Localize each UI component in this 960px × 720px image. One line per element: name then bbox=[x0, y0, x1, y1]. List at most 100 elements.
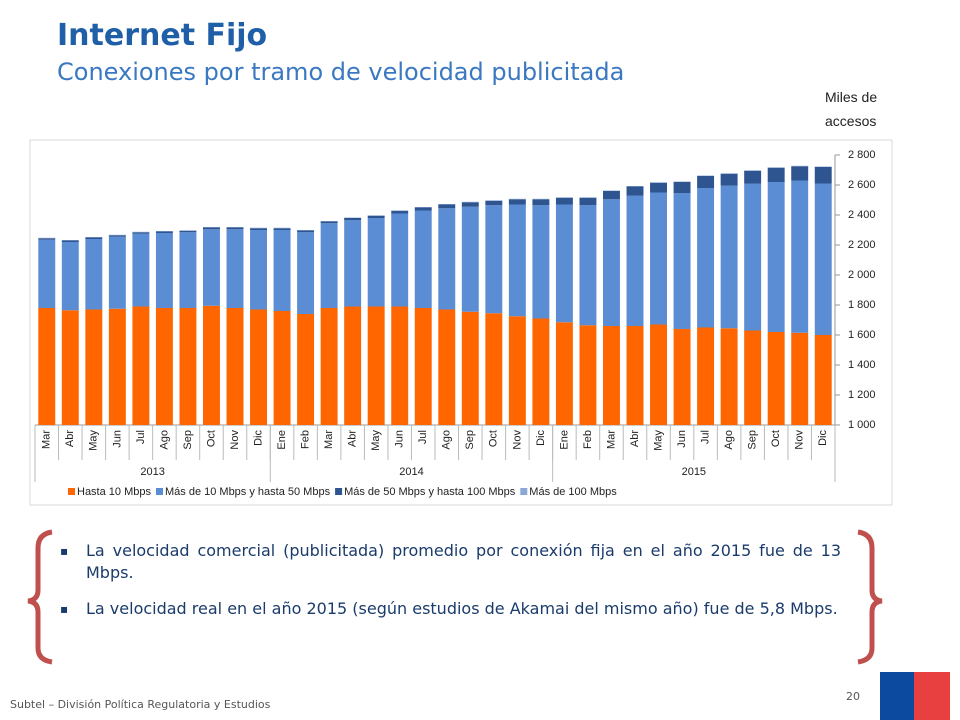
bar-segment bbox=[438, 309, 456, 425]
x-tick-label: Nov bbox=[511, 430, 523, 450]
bar-segment bbox=[650, 192, 667, 325]
bar-segment bbox=[720, 173, 738, 186]
bar-segment bbox=[344, 218, 362, 221]
bar-segment bbox=[226, 227, 244, 230]
bar-segment bbox=[791, 166, 809, 181]
y-tick-label: 2 000 bbox=[848, 269, 876, 281]
bar-segment bbox=[203, 229, 220, 306]
bar-segment bbox=[155, 308, 173, 425]
bar-segment bbox=[320, 223, 338, 308]
bar-segment bbox=[391, 213, 409, 307]
bar-segment bbox=[579, 197, 597, 206]
bar-segment bbox=[226, 308, 244, 425]
bar-segment bbox=[250, 228, 267, 230]
bar-segment bbox=[579, 205, 597, 326]
y-tick-label: 2 400 bbox=[848, 209, 876, 221]
bar-segment bbox=[603, 191, 620, 200]
flag-blue bbox=[880, 672, 914, 720]
y-axis-label: Miles de accesos bbox=[825, 89, 877, 129]
flag-red bbox=[914, 672, 950, 720]
bar-segment bbox=[344, 306, 362, 425]
x-tick-label: Feb bbox=[582, 430, 594, 449]
x-tick-label: Ago bbox=[441, 430, 453, 450]
bar-segment bbox=[791, 180, 809, 333]
x-tick-label: Sep bbox=[464, 430, 476, 450]
bar-segment bbox=[744, 183, 762, 331]
bar-segment bbox=[273, 230, 291, 311]
slide-subtitle: Conexiones por tramo de velocidad public… bbox=[57, 58, 625, 86]
bar-segment bbox=[38, 239, 56, 308]
x-tick-label: Sep bbox=[747, 430, 759, 450]
footer-source: Subtel – División Política Regulatoria y… bbox=[10, 698, 271, 711]
x-tick-label: Oct bbox=[488, 430, 500, 447]
bar-segment bbox=[132, 306, 150, 425]
y-tick-label: 2 200 bbox=[848, 239, 876, 251]
bar-segment bbox=[767, 182, 785, 332]
x-tick-label: Abr bbox=[629, 430, 641, 447]
bar-segment bbox=[720, 185, 738, 329]
chart-frame bbox=[29, 139, 893, 506]
bar-segment bbox=[38, 238, 56, 240]
bar-segment bbox=[250, 230, 267, 310]
legend-swatch bbox=[68, 488, 75, 495]
bar-segment bbox=[85, 239, 103, 310]
bar-segment bbox=[438, 204, 456, 209]
bar-segment bbox=[61, 310, 79, 425]
bar-segment bbox=[485, 200, 503, 206]
bar-segment bbox=[791, 332, 809, 425]
page-number: 20 bbox=[846, 690, 860, 703]
bar-segment bbox=[650, 324, 667, 425]
bar-segment bbox=[461, 206, 479, 312]
legend-label: Más de 10 Mbps y hasta 50 Mbps bbox=[165, 486, 331, 498]
bar-segment bbox=[603, 326, 620, 425]
bar-segment bbox=[461, 311, 479, 425]
group-label: 2015 bbox=[682, 466, 706, 478]
x-tick-label: Jul bbox=[699, 430, 711, 444]
x-tick-label: Oct bbox=[205, 430, 217, 447]
bar-segment bbox=[297, 230, 315, 233]
bar-segment bbox=[61, 240, 79, 242]
bar-segment bbox=[155, 231, 173, 233]
bar-segment bbox=[108, 236, 126, 309]
x-tick-label: Dic bbox=[252, 430, 264, 446]
bar-segment bbox=[626, 186, 644, 196]
x-tick-label: May bbox=[370, 430, 382, 451]
x-tick-label: May bbox=[652, 430, 664, 451]
y-tick-label: 1 200 bbox=[848, 389, 876, 401]
bar-segment bbox=[461, 202, 479, 207]
bar-segment bbox=[414, 308, 432, 425]
x-tick-label: Oct bbox=[770, 430, 782, 447]
bar-segment bbox=[320, 221, 338, 224]
bar-segment bbox=[814, 335, 832, 425]
bar-segment bbox=[532, 199, 550, 206]
bar-segment bbox=[508, 199, 526, 205]
x-tick-label: Jul bbox=[135, 430, 147, 444]
bar-segment bbox=[132, 233, 150, 307]
bar-segment bbox=[579, 325, 597, 425]
bar-segment bbox=[85, 237, 103, 239]
bar-segment bbox=[367, 215, 385, 218]
left-brace bbox=[27, 529, 53, 665]
group-label: 2014 bbox=[399, 466, 423, 478]
bar-segment bbox=[673, 182, 691, 194]
x-tick-label: Abr bbox=[64, 430, 76, 447]
x-tick-label: Abr bbox=[347, 430, 359, 447]
y-tick-label: 1 400 bbox=[848, 359, 876, 371]
x-tick-label: May bbox=[88, 430, 100, 451]
x-tick-label: Mar bbox=[323, 430, 335, 449]
bar-segment bbox=[250, 309, 267, 425]
legend-label: Más de 100 Mbps bbox=[529, 486, 617, 498]
y-tick-label: 1 600 bbox=[848, 329, 876, 341]
bar-segment bbox=[320, 308, 338, 425]
bar-segment bbox=[203, 305, 220, 425]
bullet: La velocidad real en el año 2015 (según … bbox=[58, 598, 841, 620]
bar-segment bbox=[132, 232, 150, 234]
x-tick-label: Ene bbox=[558, 430, 570, 450]
legend-swatch bbox=[155, 488, 163, 495]
bar-segment bbox=[179, 230, 197, 233]
bar-segment bbox=[297, 232, 315, 314]
bar-segment bbox=[61, 242, 79, 311]
y-tick-label: 2 600 bbox=[848, 179, 876, 191]
bar-segment bbox=[391, 210, 409, 214]
